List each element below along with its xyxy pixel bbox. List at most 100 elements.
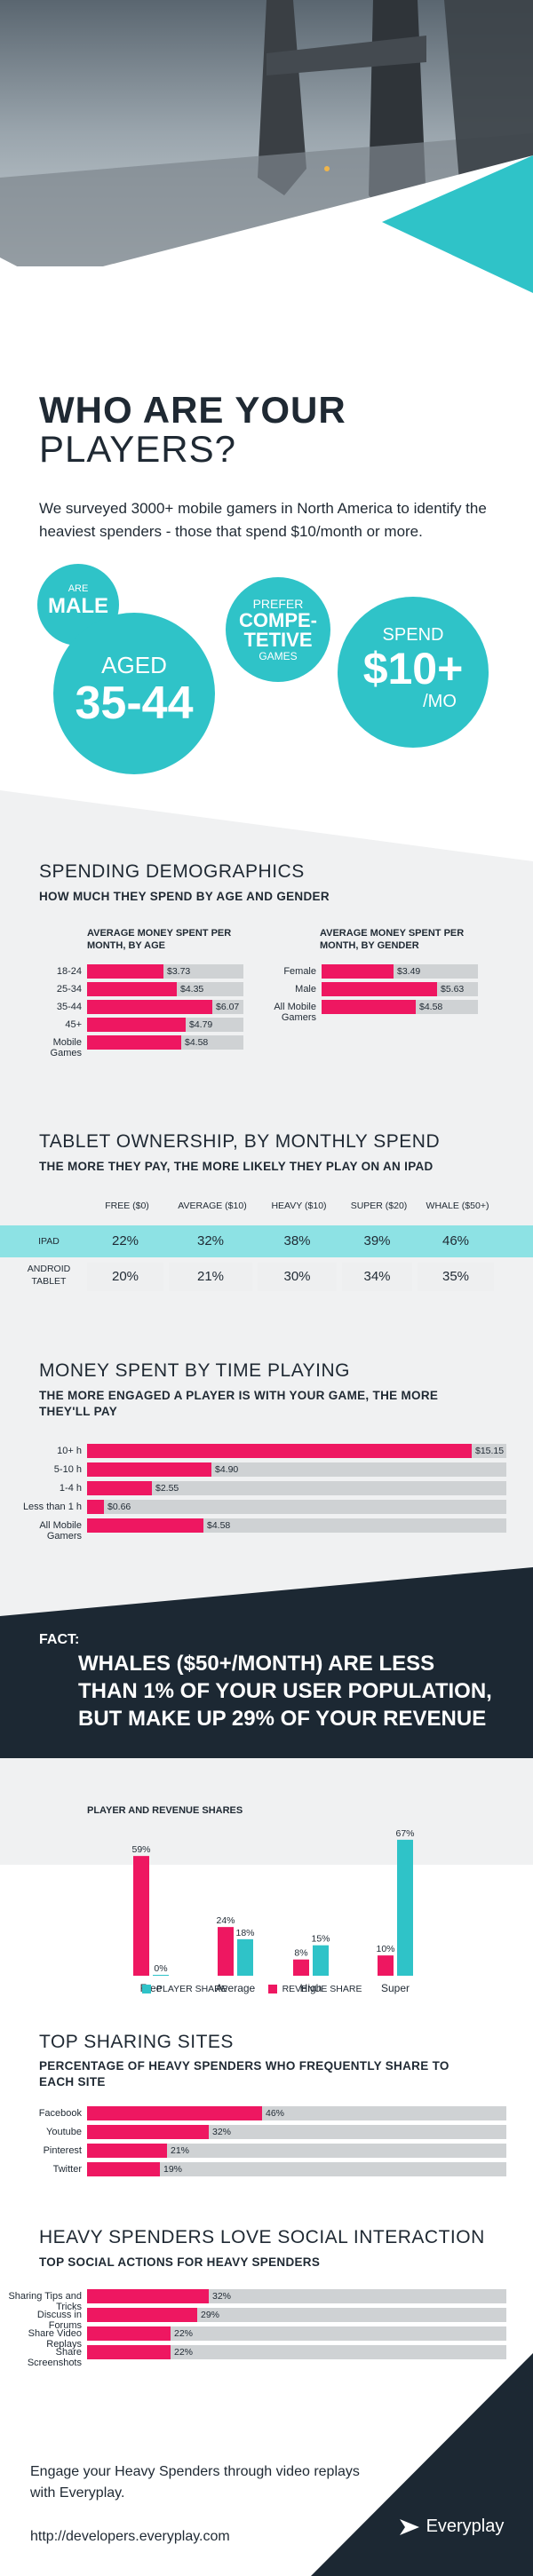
time-subtitle: THE MORE ENGAGED A PLAYER IS WITH YOUR G…: [39, 1389, 439, 1418]
sharing-track: 46%: [87, 2106, 506, 2120]
spend-unit: /MO: [423, 692, 457, 711]
page-title-light: PLAYERS?: [39, 428, 236, 470]
revenue-share-legend: REVENUE SHARE: [282, 1984, 362, 1994]
time-value: $2.55: [155, 1483, 179, 1494]
tablet-cell: 20%: [87, 1263, 163, 1291]
sharing-label: Twitter: [52, 2164, 82, 2175]
time-label: 5-10 h: [53, 1464, 82, 1475]
tablet-col-header: SUPER ($20): [350, 1201, 408, 1211]
social-value: 22%: [174, 2347, 194, 2358]
everyplay-brand: Everyplay: [426, 2517, 505, 2536]
tablet-cell: 22%: [87, 1227, 163, 1256]
sharing-bar: [87, 2106, 262, 2120]
fact-banner-bg: [0, 1567, 533, 1758]
tablet-title: TABLET OWNERSHIP, BY MONTHLY SPEND: [39, 1131, 441, 1152]
time-bar: [87, 1444, 472, 1458]
age-label: 35-44: [56, 1002, 82, 1012]
social-bar: [87, 2326, 171, 2341]
revenue-share-bar: [218, 1927, 234, 1976]
player-share-legend: PLAYER SHARE: [156, 1984, 227, 1994]
age-bar: [87, 1000, 212, 1014]
everyplay-logo-icon: [400, 2518, 419, 2535]
sharing-track: 19%: [87, 2162, 506, 2176]
spend-small: SPEND: [382, 625, 444, 645]
everyplay-logo[interactable]: Everyplay: [398, 2517, 504, 2537]
gender-track: $3.49: [322, 964, 478, 979]
time-track: $2.55: [87, 1481, 506, 1495]
footer-cta: Engage your Heavy Spenders through video…: [30, 2464, 360, 2501]
sharing-bar: [87, 2144, 167, 2158]
share-legend: PLAYER SHARE REVENUE SHARE: [142, 1984, 362, 1994]
share-value-label: 59%: [131, 1844, 150, 1855]
male-big: MALE: [48, 594, 108, 618]
social-label: Sharing Tips and Tricks: [8, 2291, 82, 2312]
age-value: $6.07: [216, 1002, 240, 1012]
player-share-bar: [153, 1975, 169, 1976]
age-track: $4.35: [87, 982, 243, 996]
time-label: 10+ h: [57, 1446, 82, 1456]
male-small: ARE: [68, 583, 89, 594]
age-label: 25-34: [56, 984, 82, 995]
social-bar: [87, 2345, 171, 2359]
tablet-col-header: WHALE ($50+): [426, 1201, 489, 1211]
sharing-label: Facebook: [38, 2108, 82, 2119]
share-chart-title: PLAYER AND REVENUE SHARES: [87, 1805, 243, 1816]
fact-label: FACT:: [39, 1632, 80, 1647]
intro-text: We surveyed 3000+ mobile gamers in North…: [39, 500, 487, 540]
tablet-subtitle: THE MORE THEY PAY, THE MORE LIKELY THEY …: [39, 1160, 434, 1173]
tablet-cell: 46%: [418, 1227, 494, 1256]
share-category-label: High: [300, 1982, 322, 1994]
share-value-label: 10%: [376, 1944, 394, 1954]
age-track: $6.07: [87, 1000, 243, 1014]
gender-label: Female: [283, 966, 316, 977]
spending-title: SPENDING DEMOGRAPHICS: [39, 861, 305, 882]
social-bar: [87, 2308, 197, 2322]
age-label: 18-24: [56, 966, 82, 977]
sharing-value: 21%: [171, 2145, 190, 2156]
social-value: 32%: [212, 2291, 232, 2302]
revenue-share-bar: [378, 1955, 394, 1976]
sharing-label: Youtube: [46, 2127, 82, 2137]
time-bar: [87, 1518, 203, 1533]
gender-track: $4.58: [322, 1000, 478, 1014]
prefer-circle: PREFER COMPE- TETIVE GAMES: [226, 577, 330, 682]
gender-label: All Mobile Gamers: [274, 1002, 316, 1023]
age-chart-header: AVERAGE MONEY SPENT PER MONTH, BY AGE: [87, 928, 232, 951]
share-category-label: Average: [216, 1982, 256, 1994]
tablet-row-label: ANDROID TABLET: [27, 1264, 71, 1287]
sharing-bar: [87, 2125, 209, 2139]
footer-url[interactable]: http://developers.everyplay.com: [30, 2529, 230, 2544]
age-track: $4.58: [87, 1035, 243, 1050]
share-value-label: 24%: [216, 1915, 235, 1926]
tablet-cell: 21%: [169, 1263, 252, 1291]
fact-text: WHALES ($50+/MONTH) ARE LESS THAN 1% OF …: [78, 1652, 492, 1731]
social-track: 32%: [87, 2289, 506, 2303]
time-track: $0.66: [87, 1500, 506, 1514]
sharing-track: 21%: [87, 2144, 506, 2158]
time-bar: [87, 1481, 152, 1495]
age-bar: [87, 982, 177, 996]
gender-label: Male: [295, 984, 316, 995]
time-label: All Mobile Gamers: [39, 1520, 82, 1542]
sharing-label: Pinterest: [43, 2145, 82, 2156]
gender-value: $4.58: [419, 1002, 443, 1012]
sharing-bar: [87, 2162, 160, 2176]
sharing-value: 19%: [163, 2164, 183, 2175]
player-share-bar: [397, 1839, 413, 1976]
revenue-share-swatch: [267, 1985, 277, 1994]
time-value: $4.58: [207, 1520, 231, 1531]
revenue-share-bar: [133, 1856, 149, 1976]
social-track: 29%: [87, 2308, 506, 2322]
prefer-games: GAMES: [259, 650, 298, 662]
sharing-subtitle: PERCENTAGE OF HEAVY SPENDERS WHO FREQUEN…: [39, 2059, 449, 2089]
share-value-label: 18%: [235, 1928, 254, 1938]
age-value: $4.35: [180, 984, 204, 995]
time-label: Less than 1 h: [22, 1502, 82, 1512]
page-title: WHO ARE YOUR: [39, 389, 346, 431]
time-value: $4.90: [215, 1464, 239, 1475]
social-subtitle: TOP SOCIAL ACTIONS FOR HEAVY SPENDERS: [39, 2255, 321, 2269]
age-label: 45+: [65, 1019, 82, 1030]
share-chart: 59%0%Free24%18%Average8%15%High10%67%Sup…: [131, 1828, 414, 1994]
social-value: 29%: [201, 2310, 220, 2320]
tablet-col-header: AVERAGE ($10): [178, 1201, 247, 1211]
